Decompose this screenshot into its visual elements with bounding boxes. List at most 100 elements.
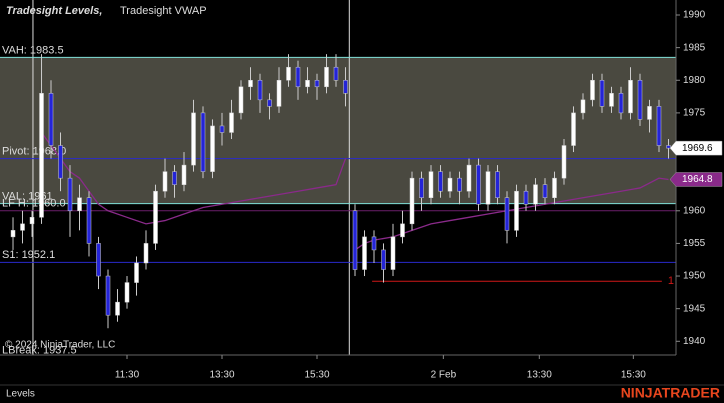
- candle-body: [438, 171, 443, 192]
- y-tick-label: 1950: [683, 271, 706, 282]
- y-tick-label: 1945: [683, 303, 706, 314]
- candle-body: [229, 112, 234, 133]
- candle-body: [124, 282, 130, 303]
- candle-body: [324, 66, 329, 88]
- candle-body: [599, 80, 605, 107]
- price-tag-label: 1969.6: [682, 143, 713, 154]
- indicator-name: Tradesight VWAP: [120, 5, 207, 17]
- y-tick-label: 1990: [683, 10, 706, 21]
- level-label: Pivot: 1968.0: [2, 145, 66, 157]
- candle-body: [162, 171, 168, 192]
- candle-body: [590, 80, 595, 101]
- candle-body: [219, 125, 225, 133]
- x-tick-label: 15:30: [621, 370, 646, 381]
- candle-body: [523, 190, 529, 205]
- candle-body: [504, 197, 510, 231]
- target-label: 1: [668, 275, 674, 287]
- candle-body: [495, 171, 500, 198]
- brand-logo: NINJATRADER: [621, 385, 720, 401]
- level-label: LF H: 1960.0: [2, 198, 66, 210]
- candle-body: [533, 184, 538, 205]
- candle-body: [200, 112, 206, 172]
- candle-body: [248, 80, 253, 88]
- candle-body: [314, 80, 320, 88]
- candle-body: [29, 217, 35, 225]
- candle-body: [77, 197, 82, 212]
- candle-body: [542, 184, 548, 198]
- candle-body: [105, 275, 111, 316]
- candle-body: [67, 177, 73, 212]
- candle-body: [447, 177, 453, 192]
- candle-body: [428, 171, 434, 198]
- candle-body: [295, 66, 301, 88]
- candle-body: [153, 190, 158, 244]
- candle-body: [656, 106, 662, 146]
- candle-body: [362, 236, 367, 270]
- x-tick-label: 2 Feb: [431, 370, 457, 381]
- candle-body: [86, 197, 92, 244]
- candle-body: [10, 230, 16, 238]
- candle-body: [352, 210, 358, 270]
- y-tick-label: 1985: [683, 42, 706, 53]
- candle-body: [580, 99, 586, 114]
- candle-body: [267, 99, 272, 107]
- y-tick-label: 1975: [683, 108, 706, 119]
- candle-body: [39, 93, 44, 218]
- candle-body: [257, 80, 263, 101]
- level-label: VAH: 1983.5: [2, 44, 64, 56]
- candle-body: [276, 80, 282, 107]
- level-label: LBreak: 1937.5: [2, 345, 77, 357]
- candle-body: [96, 243, 101, 277]
- candle-body: [390, 236, 396, 270]
- candle-body: [552, 177, 557, 198]
- price-tag: [669, 172, 723, 187]
- x-tick-label: 11:30: [115, 370, 140, 381]
- candle-body: [143, 243, 149, 264]
- candle-body: [609, 93, 614, 107]
- price-tag: [669, 140, 723, 156]
- candle-body: [666, 145, 671, 149]
- candle-body: [476, 164, 481, 205]
- candle-body: [181, 164, 187, 185]
- candle-body: [343, 80, 348, 94]
- candle-body: [210, 125, 215, 172]
- candle-body: [561, 145, 567, 179]
- candle-body: [191, 112, 196, 166]
- candle-body: [305, 80, 310, 88]
- candle-body: [466, 164, 472, 192]
- candle-body: [20, 223, 25, 231]
- y-tick-label: 1940: [683, 336, 706, 347]
- candle-body: [628, 80, 633, 114]
- candle-body: [286, 66, 291, 81]
- y-tick-label: 1980: [683, 75, 706, 86]
- candle-body: [400, 223, 405, 238]
- y-tick-label: 1960: [683, 205, 706, 216]
- candle-body: [571, 112, 576, 146]
- level-label: S1: 1952.1: [2, 249, 55, 261]
- y-tick-label: 1955: [683, 238, 706, 249]
- candle-body: [48, 93, 54, 146]
- x-tick-label: 13:30: [527, 370, 552, 381]
- price-tag-label: 1964.8: [682, 174, 713, 185]
- candle-body: [172, 171, 177, 185]
- candle-body: [381, 249, 386, 270]
- candle-body: [371, 236, 377, 251]
- x-tick-label: 15:30: [304, 370, 329, 381]
- candle-body: [238, 86, 244, 114]
- candle-body: [637, 80, 643, 120]
- candle-body: [419, 177, 424, 198]
- candle-body: [115, 301, 120, 316]
- copyright: © 2024 NinjaTrader, LLC: [5, 340, 115, 351]
- candle-body: [485, 171, 491, 205]
- x-tick-label: 13:30: [209, 370, 234, 381]
- candle-body: [409, 177, 415, 225]
- indicator-name: Tradesight Levels,: [6, 5, 102, 17]
- candle-body: [134, 262, 139, 283]
- candle-body: [514, 190, 519, 231]
- candle-body: [647, 106, 652, 120]
- candle-body: [58, 145, 63, 179]
- candle-body: [333, 66, 339, 81]
- tab[interactable]: Levels: [6, 389, 35, 400]
